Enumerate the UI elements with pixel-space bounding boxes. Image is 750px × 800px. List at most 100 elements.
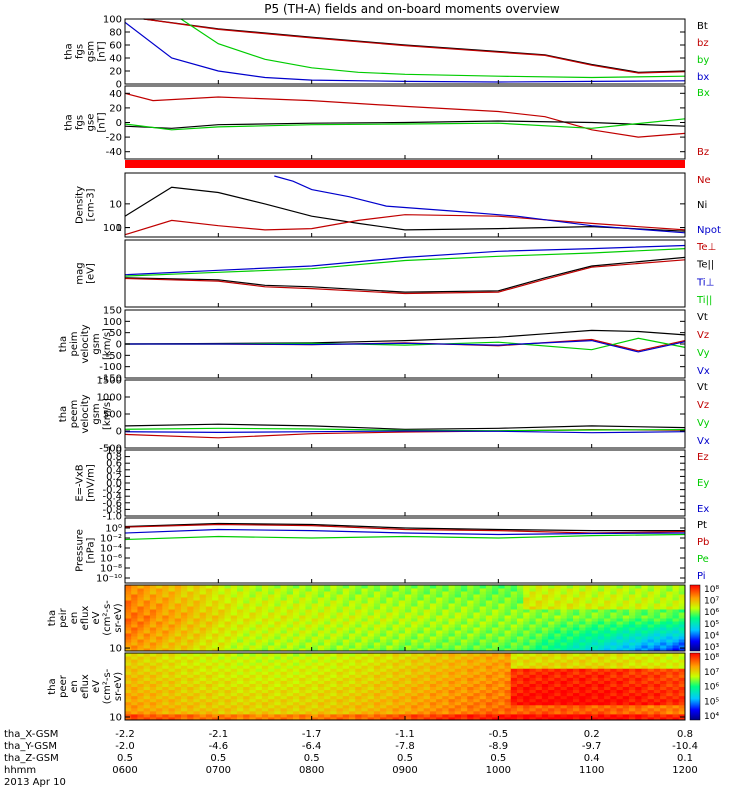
x-axis-labels: tha_X-GSM -2.2 -2.1 -1.7 -1.1 -0.5 0.2 0.8 tha_Y…: [4, 729, 698, 788]
colorbar-tick-label: 10⁴: [704, 712, 719, 722]
legend-label: Ne: [697, 175, 711, 186]
y-tick-label: -50: [106, 351, 122, 362]
y-tick-label: -0.4: [102, 492, 122, 503]
series-line-B: [124, 120, 686, 129]
legend-label: Pb: [697, 537, 709, 548]
separator-bar: [125, 160, 685, 168]
legend-label: bz: [697, 38, 709, 49]
x-tick-label: 0800: [299, 765, 324, 776]
legend-label: Te||: [696, 260, 714, 271]
y-tick-label: -0.6: [102, 498, 122, 509]
y-tick-label: 20: [109, 103, 122, 114]
y-axis-label: peer: [58, 674, 69, 698]
x-tick-label: -0.5: [489, 729, 509, 740]
y-tick-label: 100: [103, 15, 122, 26]
panel-density: Ne Ni Npot 1 10 100 Density [cm-3]: [75, 172, 721, 238]
y-axis-label: fgs: [75, 44, 86, 59]
legend-label: Bz: [697, 147, 709, 158]
y-tick-label: 1: [116, 223, 122, 234]
x-tick-label: -2.0: [115, 741, 135, 752]
y-axis-label: [mV/m]: [86, 464, 97, 502]
series-line-Vt: [124, 423, 686, 430]
y-axis-label: gsm: [86, 41, 97, 62]
y-tick-label: 0.8: [106, 452, 122, 463]
panel-frame: [124, 239, 686, 308]
y-axis-label: [km/s]: [102, 398, 113, 430]
legend-label: Ti⊥: [696, 277, 714, 288]
legend-label: bx: [697, 72, 709, 83]
y-tick-label: 1500: [97, 376, 122, 387]
x-row-label: tha_Y-GSM: [4, 741, 57, 752]
legend-label: Te⊥: [696, 242, 716, 253]
panel-peer-eflux: 10⁸ 10⁷ 10⁶ 10⁵ 10⁴ 10 tha peer en eflux eV (cm²-s-…: [47, 652, 719, 723]
x-tick-label: 0.5: [490, 753, 506, 764]
y-axis-label: eV: [91, 680, 102, 693]
colorbar-tick-label: 10³: [704, 643, 719, 653]
x-tick-label: 0700: [206, 765, 231, 776]
x-tick-label: -1.1: [395, 729, 415, 740]
y-axis-label: velocity: [80, 394, 91, 433]
panel-frame: [124, 449, 686, 517]
x-tick-label: -4.6: [209, 741, 229, 752]
colorbar-tick-label: 10⁶: [704, 683, 719, 693]
y-axis-label: tha: [58, 336, 69, 352]
y-axis-label: en: [69, 680, 80, 693]
y-tick-label: 60: [109, 41, 122, 52]
x-tick-label: -6.4: [302, 741, 322, 752]
x-tick-label: 1000: [486, 765, 511, 776]
y-tick-label: 500: [103, 410, 122, 421]
series-line-bz: [143, 18, 686, 74]
series-line-by: [180, 18, 686, 79]
x-row-label: hhmm: [4, 765, 36, 776]
series-line-Ne: [124, 214, 686, 236]
series-line-Bz: [124, 92, 686, 138]
y-axis-label: tha: [47, 610, 58, 626]
legend-label: Pi: [697, 571, 706, 582]
y-tick-label: 100: [103, 317, 122, 328]
y-tick-label: 1000: [97, 393, 122, 404]
x-tick-label: 1100: [579, 765, 604, 776]
y-tick-label: 0.6: [106, 459, 122, 470]
y-tick-label: 50: [109, 328, 122, 339]
y-axis-label: tha: [58, 406, 69, 422]
y-tick-label: 1.0: [106, 446, 122, 457]
y-tick-label: -100: [99, 362, 122, 373]
legend-label: Vz: [697, 330, 709, 341]
y-axis-label: tha: [64, 114, 75, 130]
x-tick-label: 0.8: [677, 729, 693, 740]
panel-fgs-gsm: Bt bz by bx 0 20 40 60 80 100 tha fgs gsm [nT]: [64, 15, 710, 91]
panel-temperature: Te⊥ Te|| Ti⊥ Ti|| mag [eV]: [75, 239, 716, 308]
y-axis-label: velocity: [80, 324, 91, 363]
y-tick-label: 10⁻⁸: [100, 564, 122, 575]
x-tick-label: 0.2: [584, 729, 600, 740]
y-axis-label: gsm: [91, 333, 102, 354]
y-axis-label: mag: [75, 262, 86, 284]
y-axis-label: Pressure: [75, 529, 86, 572]
y-tick-label: 0.2: [106, 472, 122, 483]
series-line-Vx: [125, 339, 686, 353]
y-axis-label: (cm²-s-: [102, 668, 113, 704]
y-tick-label: -500: [99, 444, 122, 455]
y-axis-label: peim: [69, 331, 80, 356]
y-tick-label: 10: [109, 199, 122, 210]
heatmap-cells: [125, 653, 686, 721]
date-label: 2013 Apr 10: [4, 777, 66, 788]
y-tick-label: 10⁻²: [100, 534, 122, 545]
y-axis-label: Density: [75, 186, 86, 224]
y-tick-label: 10⁰: [105, 524, 122, 535]
y-tick-label: 0.4: [106, 465, 122, 476]
y-axis-label: [eV]: [86, 263, 97, 284]
y-tick-label: -0.2: [102, 485, 122, 496]
y-axis-label: peir: [58, 607, 69, 627]
series-line-Ni: [124, 186, 686, 232]
series-line-Vy: [124, 427, 686, 432]
y-axis-label: en: [69, 612, 80, 625]
legend-label: Vx: [697, 366, 710, 377]
legend-label: Vy: [697, 348, 710, 359]
series-line-Bt: [143, 18, 686, 73]
y-tick-label: -20: [106, 133, 122, 144]
y-axis-label: eflux: [80, 674, 91, 699]
x-tick-label: 0.5: [397, 753, 413, 764]
